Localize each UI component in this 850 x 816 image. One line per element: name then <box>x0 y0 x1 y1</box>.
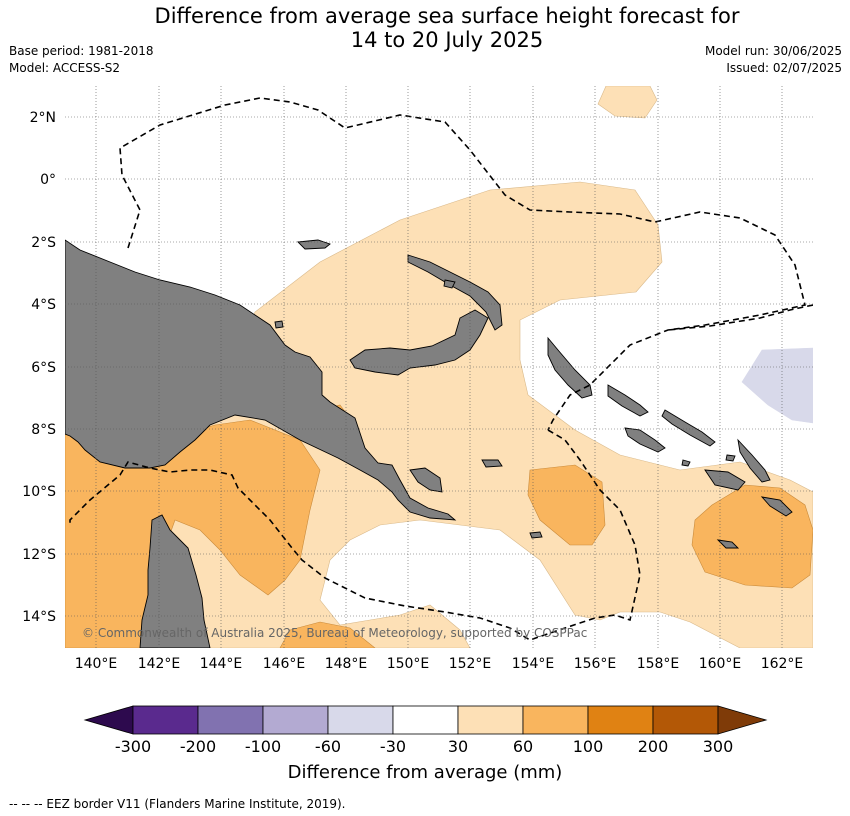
colorbar-title: Difference from average (mm) <box>287 762 563 783</box>
title-line-2: 14 to 20 July 2025 <box>350 28 544 52</box>
meta-left: Base period: 1981-2018 Model: ACCESS-S2 <box>9 43 154 77</box>
colorbar-tick-label: 200 <box>637 737 669 756</box>
colorbar-tick-label: -100 <box>244 737 282 756</box>
solomon-small-isle-2 <box>681 459 691 467</box>
lon-label: 156°E <box>574 656 617 672</box>
eez-border-east <box>667 304 813 331</box>
title-line-1: Difference from average sea surface heig… <box>154 4 740 28</box>
choiseul <box>607 384 649 417</box>
lat-label: 0° <box>40 172 56 188</box>
anomaly-60-100-coral-sea-south <box>279 621 376 648</box>
lat-label: 12°S <box>22 547 56 563</box>
lat-label: 6°S <box>31 360 56 376</box>
land <box>65 239 793 648</box>
guadalcanal <box>704 469 746 491</box>
colorbar-tick-label: 60 <box>512 737 534 756</box>
ncl-isle-2 <box>274 320 284 329</box>
colorbar <box>83 705 768 735</box>
colorbar-tick-label: -200 <box>179 737 217 756</box>
solomon-small-isle-3 <box>725 454 736 462</box>
colorbar-segment <box>327 705 394 735</box>
colorbar-tick-label: -300 <box>114 737 152 756</box>
lon-label: 142°E <box>138 656 181 672</box>
colorbar-segment <box>457 705 524 735</box>
eez-legend-note: -- -- -- EEZ border V11 (Flanders Marine… <box>9 797 346 811</box>
colorbar-segment <box>392 705 459 735</box>
new-guinea <box>65 239 457 521</box>
lon-label: 152°E <box>449 656 492 672</box>
lon-label: 144°E <box>200 656 243 672</box>
solomon-small-isle-1 <box>716 539 740 549</box>
lat-label: 10°S <box>22 484 56 500</box>
manus-island <box>297 239 331 250</box>
eez-border-south <box>69 429 641 641</box>
lon-label: 140°E <box>75 656 118 672</box>
colorbar-tick-label: -30 <box>379 737 407 756</box>
colorbar-tick-label: 30 <box>447 737 469 756</box>
cape-york <box>139 514 211 648</box>
malaita <box>737 438 771 483</box>
bougainville <box>547 336 593 399</box>
colorbar-segment <box>652 705 719 735</box>
lon-label: 158°E <box>637 656 680 672</box>
anomaly-neg30-neg60-east <box>741 347 813 424</box>
colorbar-tick-label: 300 <box>702 737 734 756</box>
model-name: Model: ACCESS-S2 <box>9 61 121 75</box>
map-title: Difference from average sea surface heig… <box>0 4 850 52</box>
santa-isabel <box>661 409 716 447</box>
lat-label: 14°S <box>22 609 56 625</box>
fergusson-island <box>409 467 443 493</box>
lon-label: 162°E <box>761 656 804 672</box>
colorbar-tick-label: -60 <box>314 737 342 756</box>
rossel-island <box>529 531 543 539</box>
ncl-isle-1 <box>443 279 456 289</box>
eez-border-north <box>119 97 806 431</box>
colorbar-extend-low <box>83 705 134 735</box>
lon-label: 146°E <box>263 656 306 672</box>
new-georgia <box>624 427 666 453</box>
lon-label: 154°E <box>512 656 555 672</box>
makira <box>760 496 793 517</box>
colorbar-segment <box>197 705 264 735</box>
colorbar-tick-label: 100 <box>572 737 604 756</box>
colorbar-segment <box>587 705 654 735</box>
colorbar-extend-high <box>717 705 768 735</box>
new-ireland <box>407 254 503 331</box>
lon-label: 148°E <box>325 656 368 672</box>
meta-right: Model run: 30/06/2025 Issued: 02/07/2025 <box>705 43 842 77</box>
anomaly-60-100-solomon-sea <box>527 464 606 546</box>
issued-date: Issued: 02/07/2025 <box>726 61 842 75</box>
colorbar-segment <box>262 705 329 735</box>
colorbar-segment <box>522 705 589 735</box>
colorbar-segment <box>132 705 199 735</box>
gridlines <box>65 86 813 648</box>
map-plot-area <box>65 86 813 648</box>
lat-label: 2°N <box>30 110 56 126</box>
new-britain <box>349 309 489 376</box>
lat-label: 2°S <box>31 235 56 251</box>
lat-labels: 2°N 0° 2°S 4°S 6°S 8°S 10°S 12°S 14°S <box>22 110 56 625</box>
model-run: Model run: 30/06/2025 <box>704 44 842 58</box>
anomaly-30-60-north-patch <box>597 86 658 119</box>
woodlark-island <box>481 459 503 468</box>
base-period: Base period: 1981-2018 <box>9 44 154 58</box>
lon-label: 150°E <box>387 656 430 672</box>
lat-label: 8°S <box>31 422 56 438</box>
lat-label: 4°S <box>31 297 56 313</box>
lon-labels: 140°E 142°E 144°E 146°E 148°E 150°E 152°… <box>75 656 804 672</box>
lon-label: 160°E <box>699 656 742 672</box>
copyright-notice: © Commonwealth of Australia 2025, Bureau… <box>82 626 587 640</box>
eez-border <box>69 97 813 641</box>
